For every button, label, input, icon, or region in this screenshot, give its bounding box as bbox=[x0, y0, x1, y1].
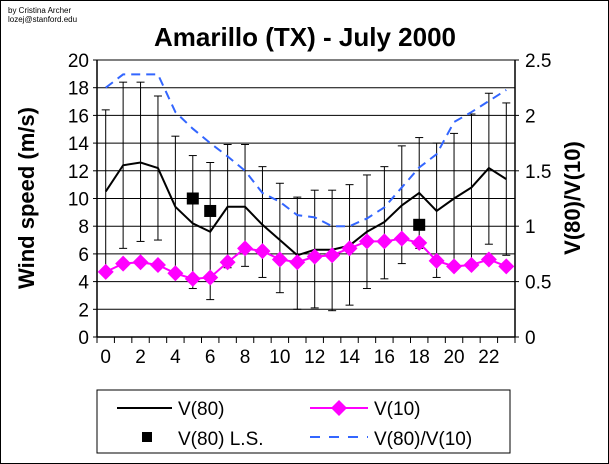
x-tick-label: 14 bbox=[339, 347, 361, 368]
v10-diamond-marker bbox=[428, 252, 445, 269]
v10-diamond-marker bbox=[324, 247, 341, 264]
y-tick-label: 20 bbox=[68, 51, 89, 72]
v10-diamond-marker bbox=[115, 255, 132, 272]
x-tick-label: 6 bbox=[205, 347, 216, 368]
v10-diamond-marker bbox=[446, 258, 463, 275]
v10-diamond-marker bbox=[393, 230, 410, 247]
x-tick-label: 22 bbox=[478, 347, 499, 368]
y-axis-label: Wind speed (m/s) bbox=[14, 107, 39, 289]
legend-box bbox=[96, 389, 511, 454]
v10-diamond-marker bbox=[184, 270, 201, 287]
v10-diamond-marker bbox=[202, 269, 219, 286]
v10-diamond-marker bbox=[411, 234, 428, 251]
y-tick-label: 2 bbox=[78, 300, 89, 321]
legend-v10-diamond bbox=[331, 400, 347, 416]
legend-ls-label: V(80) L.S. bbox=[178, 429, 264, 450]
y2-tick-label: 1 bbox=[525, 217, 536, 238]
v80-ls-square-marker bbox=[204, 204, 217, 217]
y2-tick-label: 1.5 bbox=[525, 162, 551, 183]
v10-diamond-marker bbox=[358, 233, 375, 250]
credit-author: by Cristina Archer bbox=[8, 6, 72, 15]
y2-axis-label: V(80)/V(10) bbox=[560, 141, 585, 255]
v10-diamond-marker bbox=[463, 256, 480, 273]
legend-v10-label: V(10) bbox=[374, 399, 420, 420]
x-tick-label: 12 bbox=[304, 347, 325, 368]
x-tick-label: 10 bbox=[269, 347, 290, 368]
y-tick-label: 16 bbox=[68, 106, 89, 127]
series-line-v80 bbox=[104, 161, 507, 257]
v10-diamond-marker bbox=[480, 251, 497, 268]
y-tick-label: 8 bbox=[78, 217, 89, 238]
v80-ls-square-marker bbox=[186, 192, 199, 205]
y-tick-label: 14 bbox=[68, 134, 90, 155]
x-tick-label: 16 bbox=[374, 347, 395, 368]
v10-diamond-marker bbox=[341, 240, 358, 257]
series-line-ratio bbox=[105, 73, 507, 228]
v80-ls-square-marker bbox=[413, 218, 426, 231]
v10-diamond-marker bbox=[149, 256, 166, 273]
legend-v80-label: V(80) bbox=[178, 399, 224, 420]
x-tick-label: 8 bbox=[240, 347, 251, 368]
x-tick-label: 0 bbox=[100, 347, 111, 368]
y2-tick-label: 0.5 bbox=[525, 273, 551, 294]
legend-ls-swatch bbox=[142, 432, 152, 442]
y-tick-label: 6 bbox=[78, 245, 89, 266]
v10-diamond-marker bbox=[289, 254, 306, 271]
x-tick-label: 2 bbox=[135, 347, 146, 368]
y-tick-label: 12 bbox=[68, 162, 89, 183]
v10-diamond-marker bbox=[498, 258, 515, 275]
y-tick-label: 10 bbox=[68, 190, 89, 211]
v10-diamond-marker bbox=[237, 240, 254, 257]
x-tick-label: 20 bbox=[443, 347, 464, 368]
v10-diamond-marker bbox=[167, 265, 184, 282]
y2-tick-label: 2.5 bbox=[525, 51, 551, 72]
series-line-v10 bbox=[105, 237, 507, 280]
y-tick-label: 0 bbox=[78, 328, 89, 349]
legend-ratio-label: V(80)/V(10) bbox=[374, 429, 472, 450]
v10-diamond-marker bbox=[254, 243, 271, 260]
v10-diamond-marker bbox=[97, 263, 114, 280]
y2-tick-label: 2 bbox=[525, 106, 536, 127]
y-tick-label: 18 bbox=[68, 79, 89, 100]
v10-diamond-marker bbox=[306, 248, 323, 265]
chart-title: Amarillo (TX) - July 2000 bbox=[154, 22, 456, 52]
v10-diamond-marker bbox=[132, 254, 149, 271]
x-tick-label: 4 bbox=[170, 347, 181, 368]
v10-diamond-marker bbox=[271, 251, 288, 268]
y-tick-label: 4 bbox=[78, 273, 89, 294]
x-tick-label: 18 bbox=[409, 347, 430, 368]
y2-tick-label: 0 bbox=[525, 328, 536, 349]
credit-email: lozej@stanford.edu bbox=[8, 15, 78, 24]
v10-diamond-marker bbox=[219, 254, 236, 271]
v10-diamond-marker bbox=[376, 233, 393, 250]
